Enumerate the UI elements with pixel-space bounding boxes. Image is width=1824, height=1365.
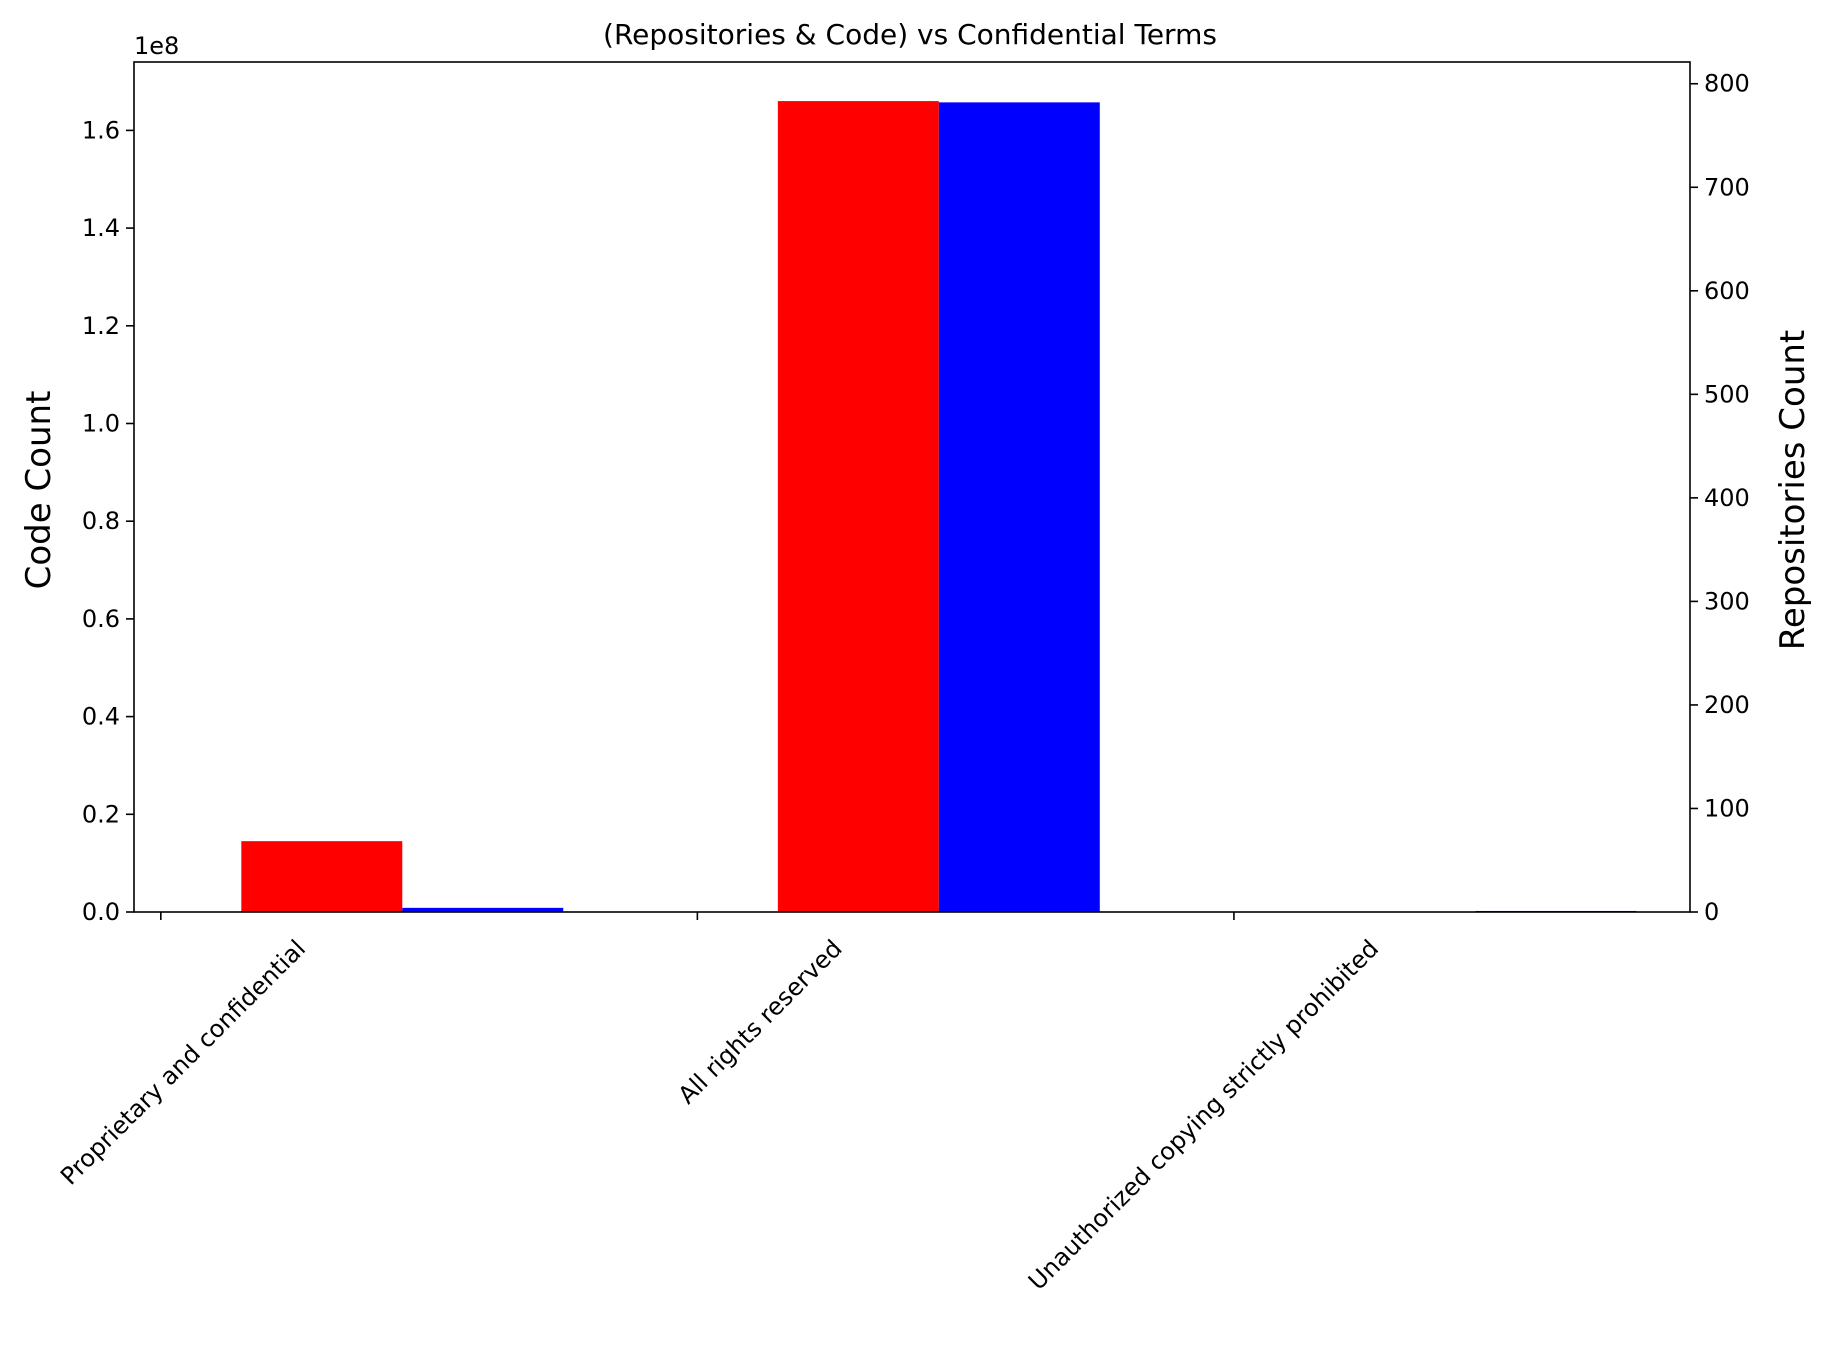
right-tick-label: 0	[1704, 898, 1719, 926]
left-tick-label: 0.4	[82, 703, 120, 731]
bar-code-1	[777, 101, 939, 913]
left-tick-label: 1.6	[82, 116, 120, 144]
right-tick-label: 100	[1704, 794, 1750, 822]
bars	[241, 101, 1637, 913]
right-axis-ticks: 0 100 200 300 400 500 600 700 800	[1690, 70, 1750, 926]
right-axis-label: Repositories Count	[1773, 330, 1813, 651]
left-tick-label: 1.0	[82, 409, 120, 437]
left-tick-label: 0.8	[82, 507, 120, 535]
right-tick-label: 600	[1704, 277, 1750, 305]
left-axis-label: Code Count	[19, 391, 59, 590]
left-axis-ticks: 0.0 0.2 0.4 0.6 0.8 1.0 1.2 1.4 1.6	[82, 116, 134, 926]
left-axis-offset-text: 1e8	[134, 32, 179, 60]
right-tick-label: 200	[1704, 691, 1750, 719]
right-tick-label: 300	[1704, 587, 1750, 615]
right-tick-label: 800	[1704, 70, 1750, 98]
right-tick-label: 400	[1704, 484, 1750, 512]
right-tick-label: 700	[1704, 173, 1750, 201]
left-tick-label: 1.4	[82, 214, 120, 242]
bar-repositories-0	[402, 907, 564, 912]
left-tick-label: 0.6	[82, 605, 120, 633]
left-tick-label: 0.0	[82, 898, 120, 926]
right-tick-label: 500	[1704, 380, 1750, 408]
bar-repositories-1	[938, 102, 1100, 913]
left-tick-label: 1.2	[82, 312, 120, 340]
chart-title: (Repositories & Code) vs Confidential Te…	[603, 18, 1217, 51]
left-tick-label: 0.2	[82, 800, 120, 828]
plot-frame	[133, 61, 1691, 913]
bar-code-0	[241, 841, 403, 912]
